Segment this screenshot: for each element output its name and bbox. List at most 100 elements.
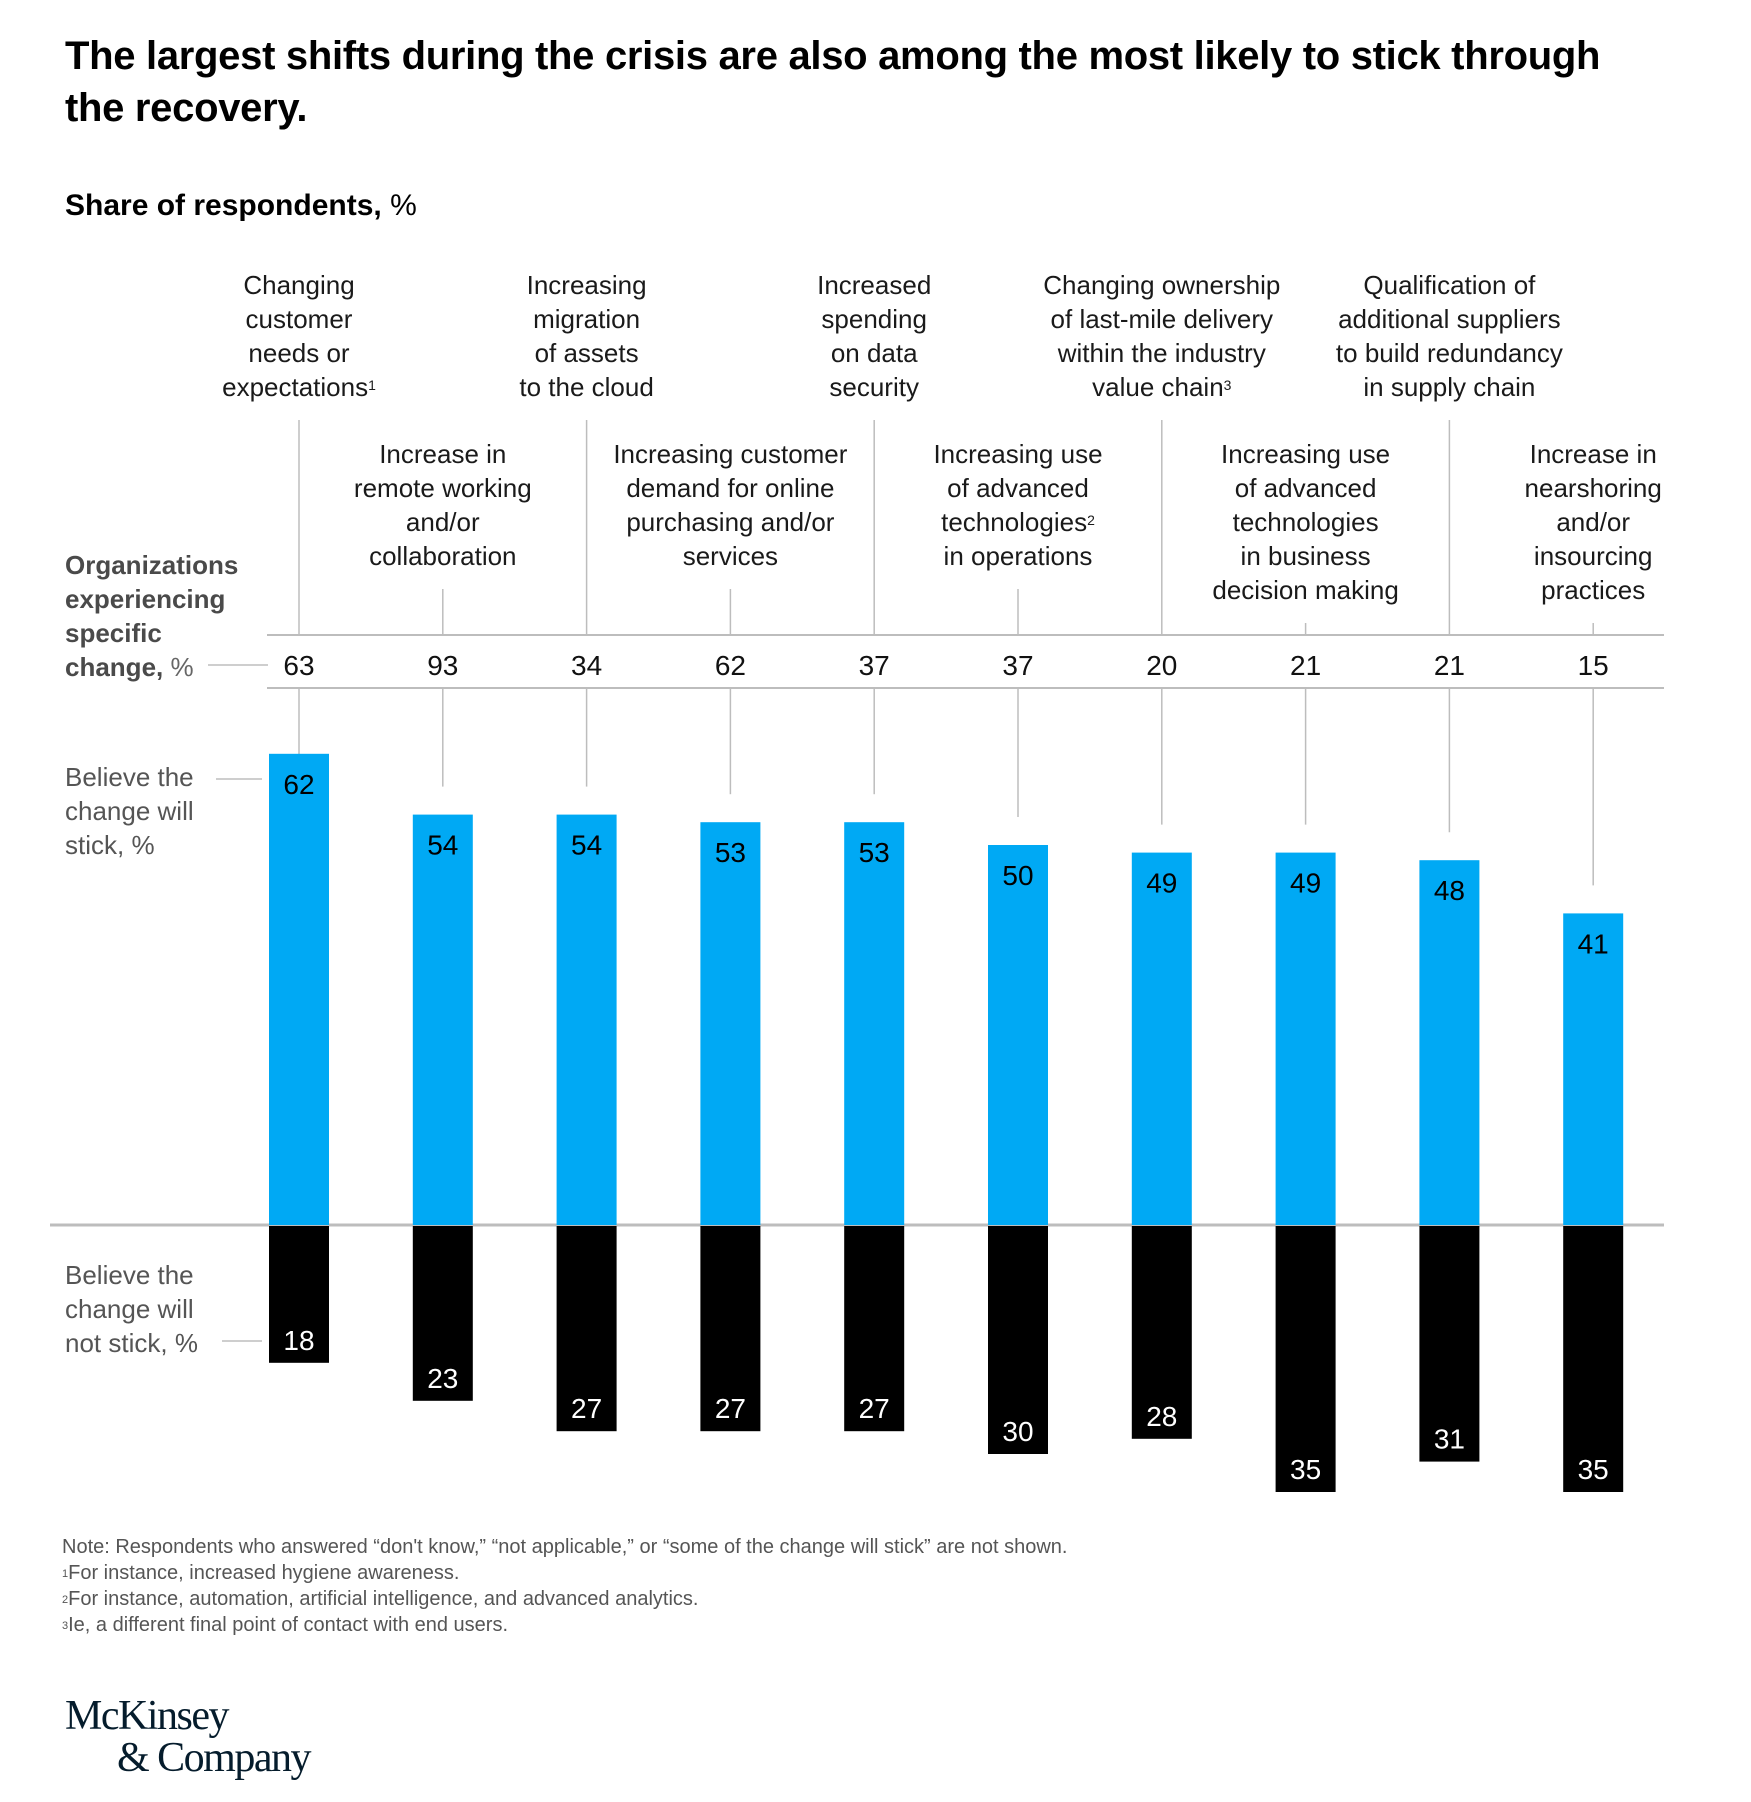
- category-label-line: demand for online: [626, 473, 835, 503]
- category-label-line: Increase in: [1529, 439, 1657, 469]
- category-label-line: Increasing customer: [613, 439, 848, 469]
- not-stick-bar: [844, 1226, 905, 1432]
- category-label-line: spending: [821, 304, 927, 334]
- category-label: Increasing migration of assets to the cloud: [457, 268, 717, 404]
- not-stick-bar: [1563, 1226, 1624, 1492]
- category-label: Changing ownership of last-mile delivery w…: [1032, 268, 1292, 404]
- stick-value: 54: [427, 830, 458, 861]
- category-label-line: technologies: [1232, 507, 1379, 537]
- category-label-line: Increasing: [526, 270, 647, 300]
- stick-bar: [988, 845, 1048, 1225]
- subtitle-unit: %: [390, 189, 417, 222]
- category-label-line: expectations1: [222, 372, 376, 402]
- note-text: Note: Respondents who answered “don't kn…: [62, 1536, 1068, 1558]
- category-label-line: security: [829, 372, 919, 402]
- row-label-stick: Believe the change will stick, %: [65, 762, 194, 860]
- chart-title: The largest shifts during the crisis are…: [65, 34, 1601, 130]
- footnotes: 1For instance, increased hygiene awarene…: [62, 1560, 1067, 1638]
- category-label: Increase in remote working and/or collabora…: [313, 437, 573, 573]
- footnote-text: Ie, a different final point of contact w…: [68, 1614, 509, 1636]
- row-label-word: Organizations: [65, 550, 239, 580]
- stick-value: 49: [1146, 868, 1177, 899]
- not-stick-value: 23: [427, 1363, 458, 1394]
- category-label: Increased spending on data security: [744, 268, 1004, 404]
- category-label-line: on data: [830, 338, 918, 368]
- category-label-line: in operations: [943, 541, 1093, 571]
- row-label-word: change, %: [65, 652, 194, 682]
- category-label-line: technologies2: [941, 507, 1095, 537]
- stick-bar: [700, 822, 761, 1225]
- category-label: Increase in nearshoring and/or insourcing pr…: [1463, 437, 1723, 607]
- category-label-line: Increase in: [379, 439, 507, 469]
- footnote-mark: 2: [62, 1594, 69, 1606]
- stick-value: 41: [1578, 928, 1609, 959]
- experiencing-value: 93: [427, 650, 458, 681]
- category-label: Increasing customer demand for online purc…: [600, 437, 860, 573]
- category-label-line: within the industry: [1057, 338, 1266, 368]
- experiencing-value: 15: [1578, 650, 1609, 681]
- stick-value: 49: [1290, 868, 1321, 899]
- subtitle-bold: Share of respondents,: [65, 189, 382, 222]
- experiencing-value: 62: [715, 650, 746, 681]
- bar-chart: 63 62 18 93 54 23 34 54 27 62 53 27 37 53 27 37 50 30 20 49…: [50, 420, 1664, 1492]
- category-label-line: Increased: [817, 270, 932, 300]
- category-label-line: needs or: [248, 338, 350, 368]
- experiencing-value: 20: [1146, 650, 1177, 681]
- footnote-text: For instance, increased hygiene awarenes…: [68, 1562, 460, 1584]
- category-label-line: nearshoring: [1524, 473, 1662, 503]
- footnote: 1For instance, increased hygiene awarene…: [62, 1560, 1067, 1586]
- category-label-line: to build redundancy: [1335, 338, 1563, 368]
- experiencing-value: 63: [283, 650, 314, 681]
- stick-value: 53: [715, 837, 746, 868]
- category-label-line: of advanced: [947, 473, 1089, 503]
- category-label-line: and/or: [1556, 507, 1631, 537]
- stick-bar: [1563, 913, 1624, 1225]
- mckinsey-logo: McKinsey & Company: [65, 1695, 312, 1781]
- stick-value: 48: [1434, 875, 1465, 906]
- experiencing-value: 21: [1434, 650, 1465, 681]
- footnote-mark: 3: [62, 1620, 69, 1632]
- category-label: Qualification of additional suppliers to b…: [1319, 268, 1579, 404]
- not-stick-bar: [556, 1226, 617, 1432]
- not-stick-value: 27: [859, 1393, 890, 1424]
- footnote-mark: 1: [368, 377, 376, 393]
- row-label-experiencing: Organizations experiencing specific change,…: [65, 548, 255, 684]
- row-label-word: experiencing: [65, 584, 226, 614]
- logo-line2: & Company: [117, 1735, 312, 1781]
- not-stick-bar: [700, 1226, 761, 1432]
- not-stick-value: 35: [1578, 1454, 1609, 1485]
- not-stick-value: 27: [715, 1393, 746, 1424]
- category-label-line: value chain3: [1092, 372, 1232, 402]
- not-stick-value: 30: [1002, 1416, 1033, 1447]
- not-stick-value: 28: [1146, 1401, 1177, 1432]
- experiencing-value: 21: [1290, 650, 1321, 681]
- footnote-text: For instance, automation, artificial int…: [68, 1588, 699, 1610]
- category-label-line: Changing ownership: [1043, 270, 1281, 300]
- stick-value: 54: [571, 830, 602, 861]
- chart-subtitle: Share of respondents, %: [65, 186, 417, 226]
- category-label-line: practices: [1541, 575, 1646, 605]
- not-stick-bar: [988, 1226, 1048, 1454]
- footnote-mark: 1: [62, 1568, 69, 1580]
- row-label-word: specific: [65, 618, 162, 648]
- not-stick-value: 31: [1434, 1424, 1465, 1455]
- category-label-line: purchasing and/or: [626, 507, 835, 537]
- category-label-line: and/or: [405, 507, 480, 537]
- footnote-mark: 2: [1087, 512, 1095, 528]
- stick-bar: [1419, 860, 1480, 1225]
- not-stick-bar: [412, 1226, 473, 1401]
- row-label-unit: %: [163, 652, 194, 682]
- stick-value: 62: [283, 769, 314, 800]
- category-label-line: in supply chain: [1363, 372, 1536, 402]
- category-label-line: in business: [1240, 541, 1371, 571]
- data-labels: 63 62 18 93 54 23 34 54 27 62 53 27 37 53 27 37 50 30 20 49…: [283, 650, 1608, 1485]
- category-label-line: decision making: [1212, 575, 1399, 605]
- category-label-line: of last-mile delivery: [1050, 304, 1274, 334]
- category-label-line: Changing: [243, 270, 355, 300]
- bars: [269, 753, 1624, 1492]
- notes: Note: Respondents who answered “don't kn…: [62, 1534, 1067, 1638]
- not-stick-value: 35: [1290, 1454, 1321, 1485]
- not-stick-bar: [269, 1226, 329, 1363]
- footnote-mark: 3: [1223, 377, 1232, 393]
- category-label-line: Increasing use: [933, 439, 1103, 469]
